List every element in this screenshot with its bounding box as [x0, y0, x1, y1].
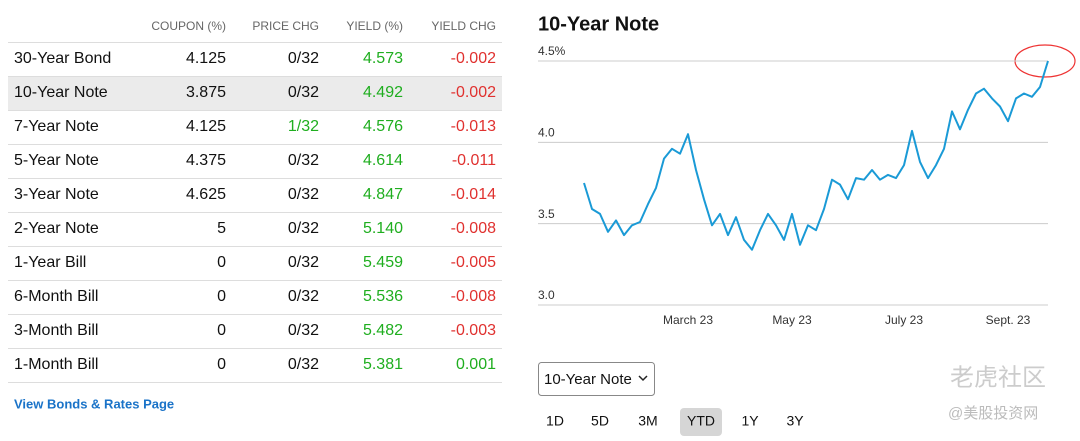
bond-name[interactable]: 7-Year Note	[14, 118, 99, 135]
cell: 5.381	[363, 356, 403, 373]
bond-name[interactable]: 3-Month Bill	[14, 322, 98, 339]
cell: 4.492	[363, 84, 403, 101]
cell: 0/32	[288, 322, 319, 339]
y-tick-label: 3.5	[538, 207, 555, 221]
cell: 0/32	[288, 220, 319, 237]
bond-name[interactable]: 3-Year Note	[14, 186, 99, 203]
x-tick-label: March 23	[663, 313, 713, 327]
cell: 5.482	[363, 322, 403, 339]
y-tick-label: 3.0	[538, 288, 555, 302]
cell: -0.008	[451, 220, 496, 237]
cell: 0.001	[456, 356, 496, 373]
cell: 5	[217, 220, 226, 237]
cell: -0.014	[451, 186, 496, 203]
range-button[interactable]: 3M	[638, 413, 657, 429]
cell: 4.625	[186, 186, 226, 203]
cell: 3.875	[186, 84, 226, 101]
cell: 5.459	[363, 254, 403, 271]
range-button[interactable]: 5D	[591, 413, 609, 429]
cell: 0	[217, 254, 226, 271]
cell: 4.847	[363, 186, 403, 203]
range-button[interactable]: YTD	[687, 413, 715, 429]
row-highlight	[8, 76, 502, 110]
bond-name[interactable]: 2-Year Note	[14, 220, 99, 237]
cell: 0	[217, 322, 226, 339]
dropdown-arrow	[638, 375, 648, 382]
cell: 5.536	[363, 288, 403, 305]
watermark: 老虎社区	[950, 364, 1046, 391]
cell: 0/32	[288, 356, 319, 373]
range-button[interactable]: 1D	[546, 413, 564, 429]
chart-title: 10-Year Note	[538, 13, 659, 35]
cell: 4.614	[363, 152, 403, 169]
column-header: YIELD CHG	[431, 19, 496, 33]
cell: 4.573	[363, 50, 403, 67]
range-active-bg	[680, 408, 722, 436]
cell: -0.005	[451, 254, 496, 271]
bond-name[interactable]: 1-Year Bill	[14, 254, 86, 271]
cell: 0	[217, 288, 226, 305]
bond-name[interactable]: 5-Year Note	[14, 152, 99, 169]
bond-name[interactable]: 6-Month Bill	[14, 288, 98, 305]
column-header: PRICE CHG	[252, 19, 319, 33]
dropdown-label[interactable]: 10-Year Note	[544, 371, 632, 388]
range-button[interactable]: 1Y	[741, 413, 759, 429]
cell: 0/32	[288, 50, 319, 67]
cell: 4.576	[363, 118, 403, 135]
y-tick-label: 4.0	[538, 126, 555, 140]
cell: 0	[217, 356, 226, 373]
cell: 0/32	[288, 254, 319, 271]
bond-name[interactable]: 1-Month Bill	[14, 356, 98, 373]
cell: -0.011	[452, 152, 496, 169]
x-tick-label: Sept. 23	[986, 313, 1031, 327]
cell: 0/32	[288, 288, 319, 305]
bond-name[interactable]: 10-Year Note	[14, 84, 108, 101]
rates-link[interactable]: View Bonds & Rates Page	[14, 396, 174, 411]
cell: 4.125	[186, 118, 226, 135]
cell: 4.125	[186, 50, 226, 67]
bond-name[interactable]: 30-Year Bond	[14, 50, 111, 67]
column-header: COUPON (%)	[151, 19, 226, 33]
cell: 0/32	[288, 152, 319, 169]
yield-line	[583, 60, 1049, 251]
column-header: YIELD (%)	[346, 19, 403, 33]
cell: -0.003	[451, 322, 496, 339]
cell: -0.002	[451, 50, 496, 67]
x-tick-label: July 23	[885, 313, 923, 327]
cell: 0/32	[288, 84, 319, 101]
cell: -0.013	[451, 118, 496, 135]
watermark: @美股投资网	[948, 405, 1038, 422]
y-tick-label: 4.5%	[538, 44, 566, 58]
cell: 5.140	[363, 220, 403, 237]
cell: 0/32	[288, 186, 319, 203]
x-tick-label: May 23	[772, 313, 812, 327]
cell: 4.375	[186, 152, 226, 169]
range-button[interactable]: 3Y	[786, 413, 804, 429]
cell: 1/32	[288, 118, 319, 135]
cell: -0.002	[451, 84, 496, 101]
cell: -0.008	[451, 288, 496, 305]
dropdown[interactable]	[538, 362, 655, 396]
